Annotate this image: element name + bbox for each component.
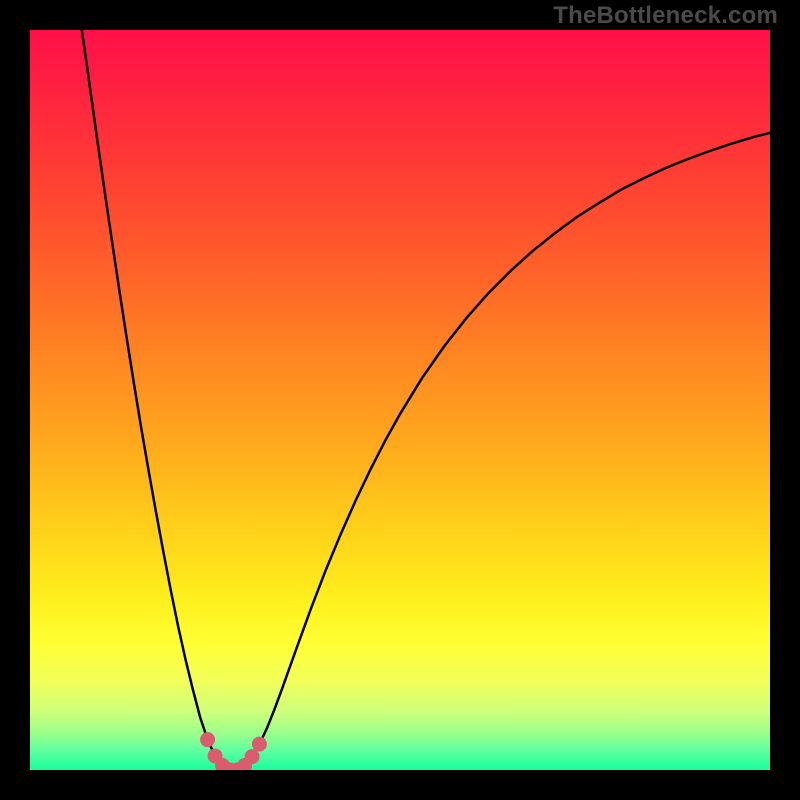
watermark-text: TheBottleneck.com <box>553 2 778 30</box>
plot-background <box>30 30 770 770</box>
curve-marker <box>245 749 260 764</box>
plot-area <box>30 30 770 770</box>
curve-marker <box>252 737 267 752</box>
curve-marker <box>200 732 215 747</box>
chart-frame: TheBottleneck.com <box>0 0 800 800</box>
